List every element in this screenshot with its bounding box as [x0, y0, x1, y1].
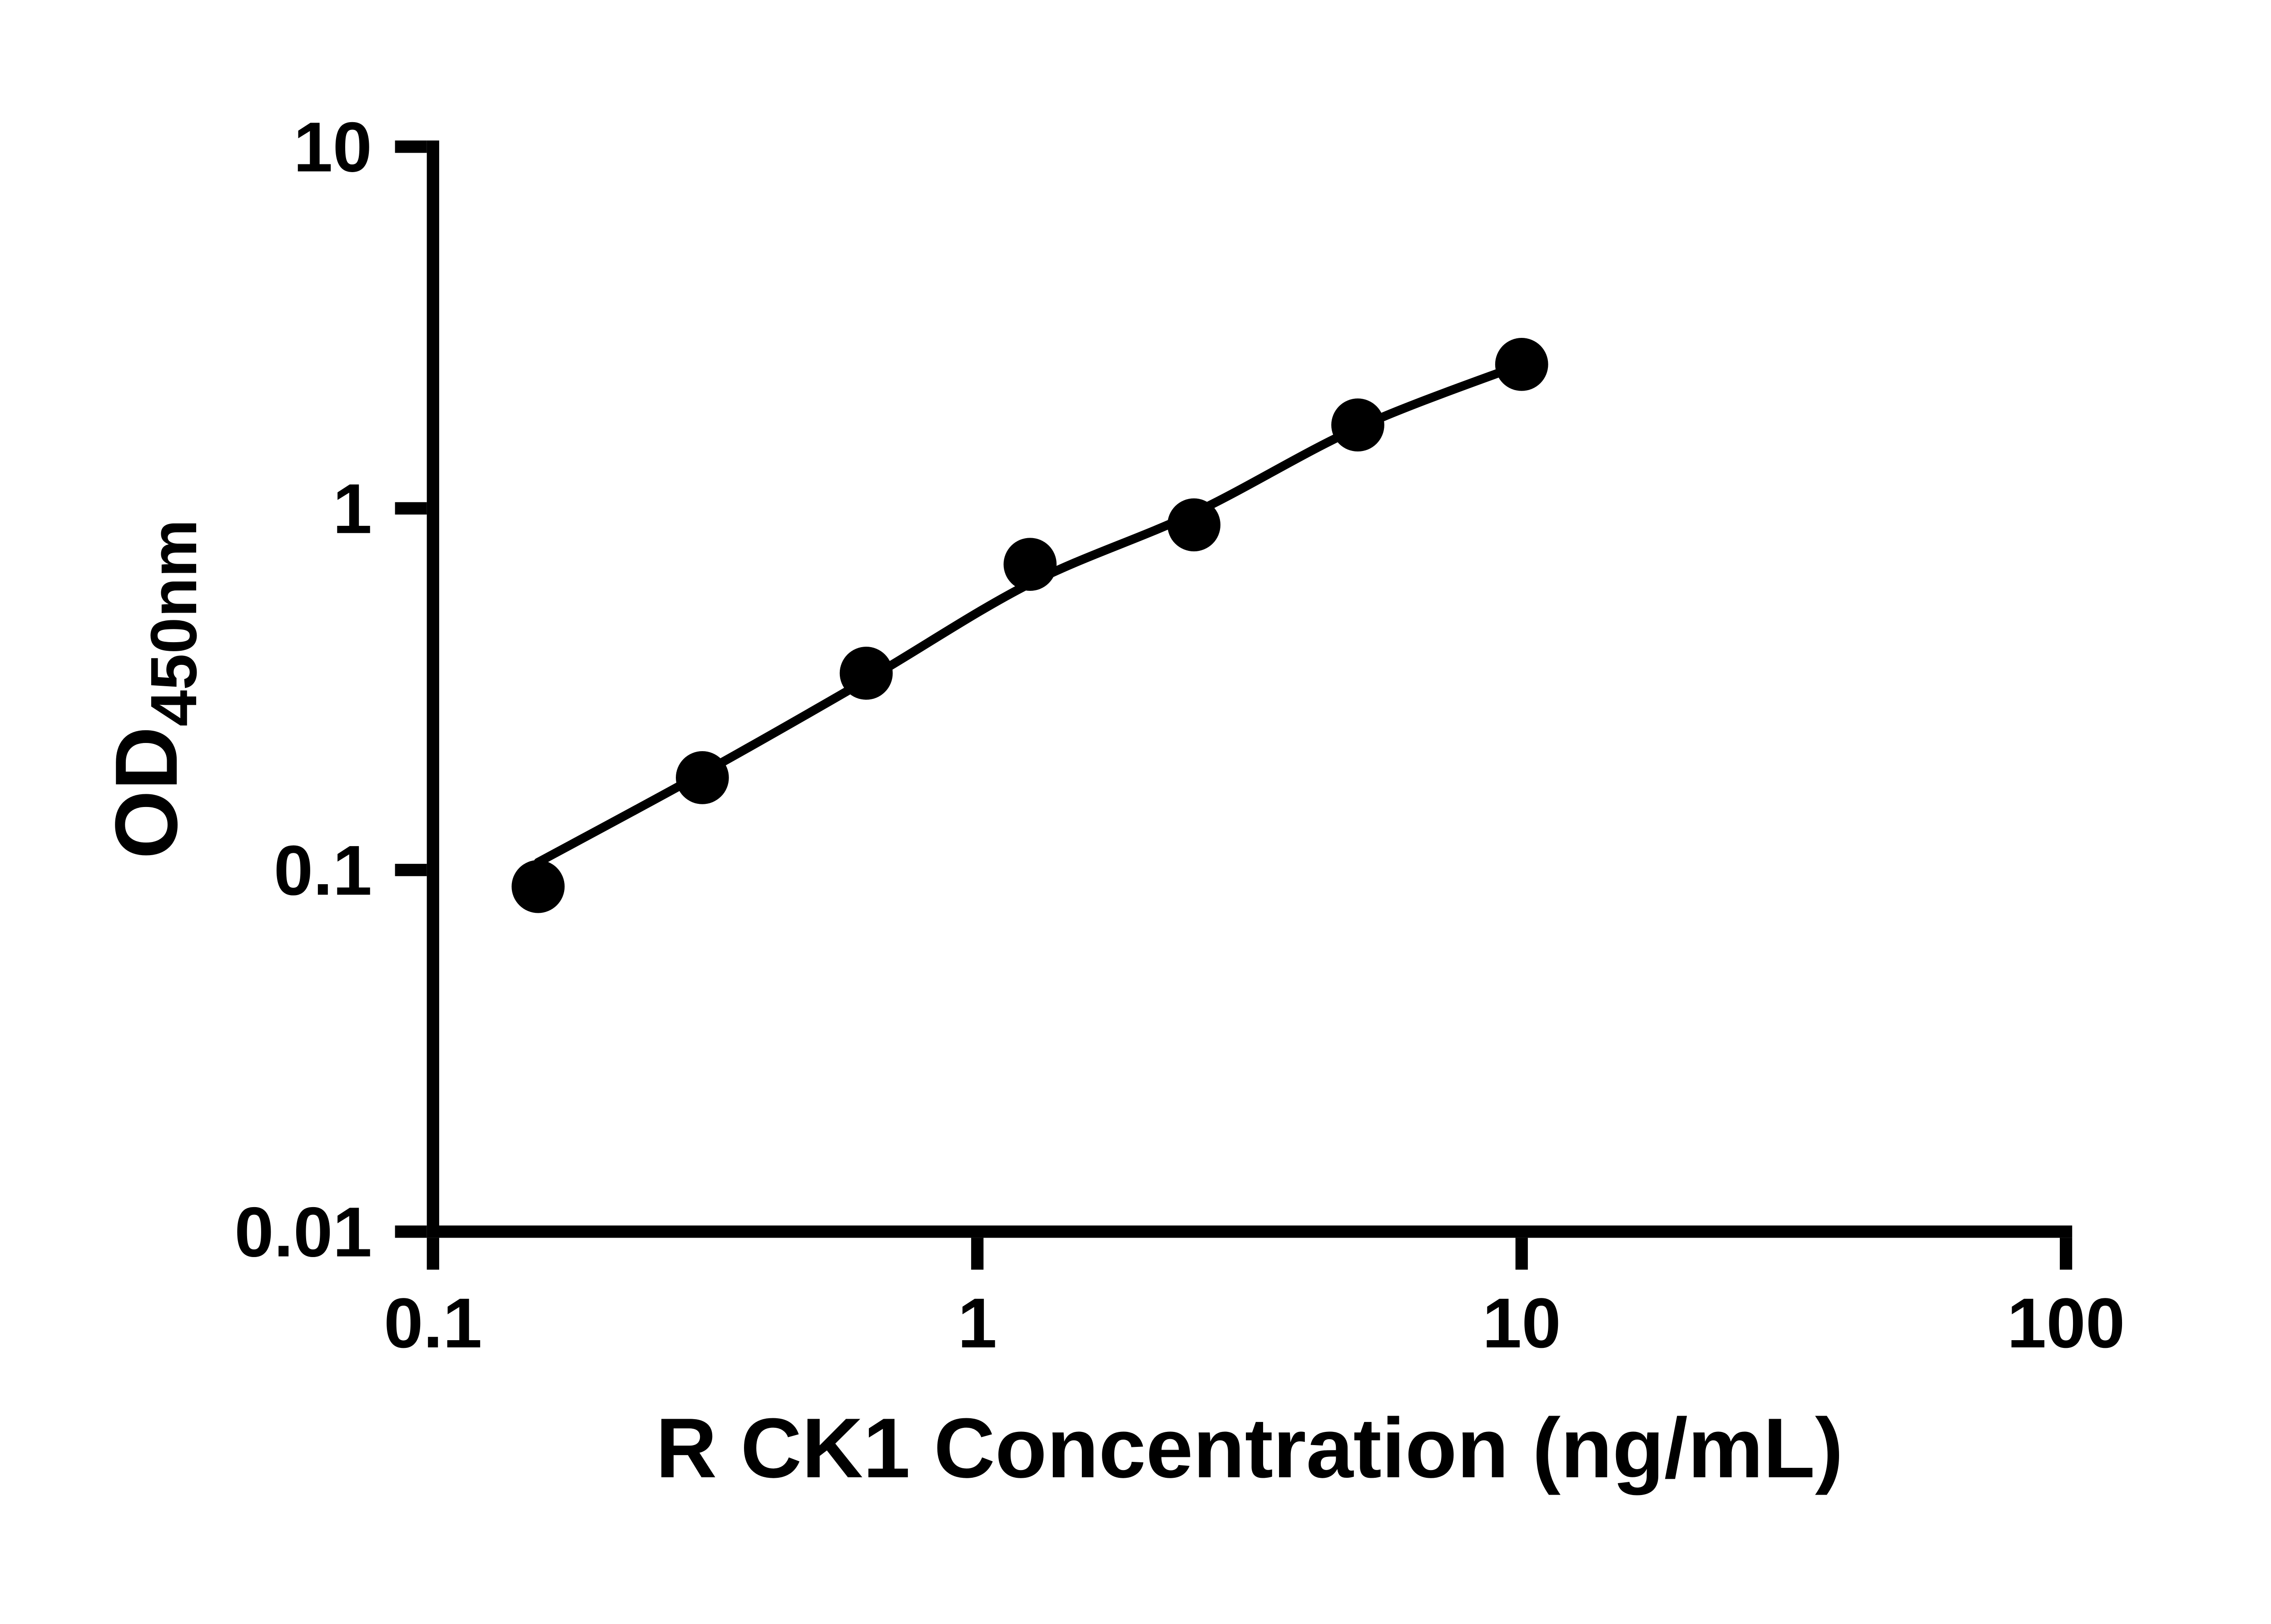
data-point: [1495, 338, 1548, 391]
x-tick-label: 100: [2007, 1283, 2125, 1362]
y-tick-label: 10: [293, 107, 372, 186]
y-axis-title-main: OD: [97, 727, 196, 859]
data-point: [1167, 498, 1221, 552]
data-point: [1331, 398, 1384, 452]
y-tick-label: 0.1: [274, 831, 372, 910]
axes: [426, 140, 2073, 1238]
y-axis-title-subscript: 450nm: [137, 520, 210, 727]
y-tick-label: 0.01: [234, 1193, 372, 1272]
y-axis-title: OD450nm: [97, 520, 210, 859]
axis-lines: [426, 140, 2073, 1238]
data-point: [839, 647, 893, 700]
axis-ticks: [395, 140, 2073, 1270]
data-point: [1003, 538, 1057, 591]
x-tick-label: 1: [957, 1283, 997, 1362]
data-point: [511, 860, 565, 913]
standard-curve-figure: 0.1 1 10 100 0.01 0.1 1 10 R CK1 Concentration …: [97, 107, 2125, 1495]
y-tick-label: 1: [333, 469, 372, 548]
data-points-group: [511, 338, 1548, 913]
data-point: [675, 751, 729, 804]
x-axis-title: R CK1 Concentration (ng/mL): [656, 1401, 1844, 1495]
x-tick-label: 0.1: [384, 1283, 482, 1362]
x-tick-label: 10: [1483, 1283, 1561, 1362]
